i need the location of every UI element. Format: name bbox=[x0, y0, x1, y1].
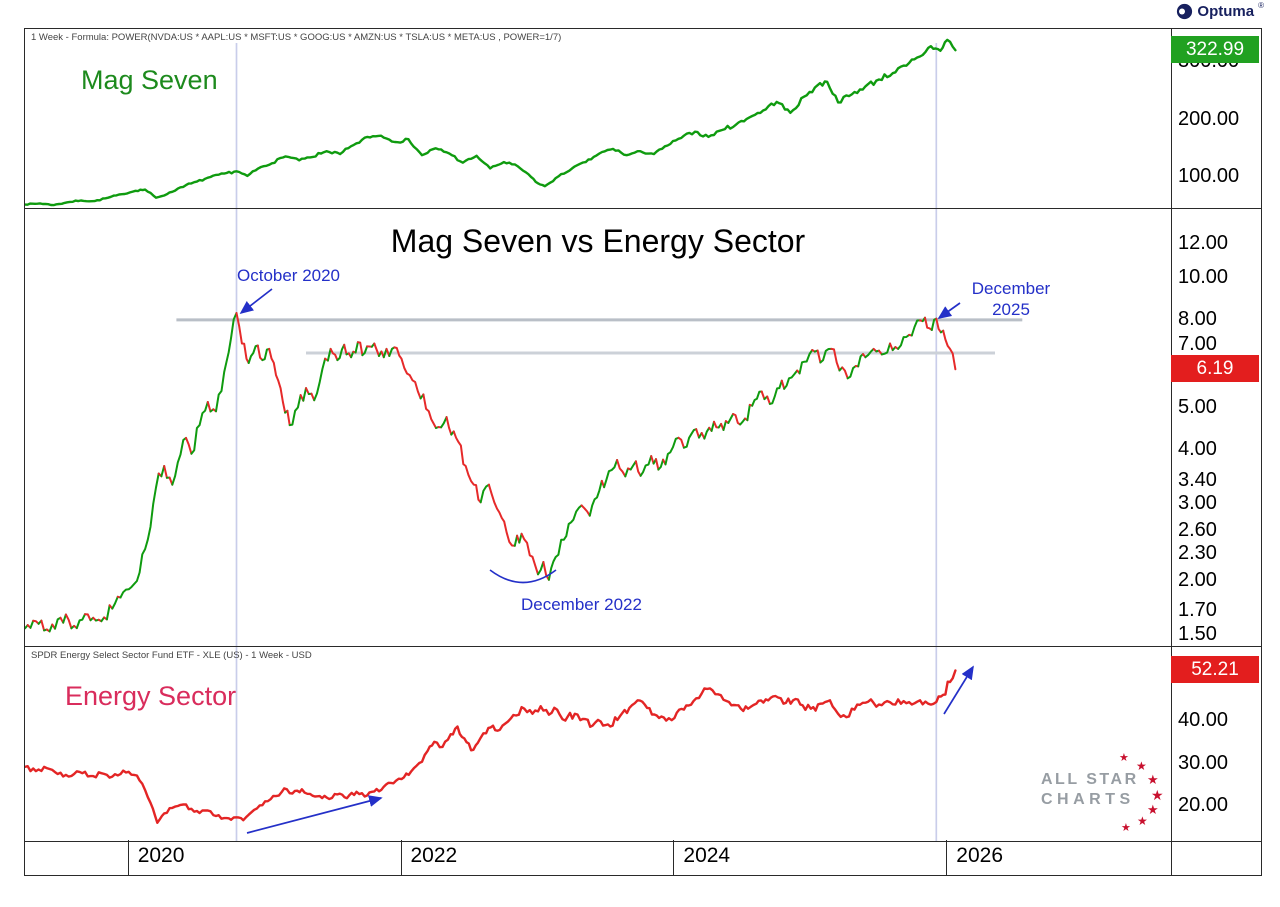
y-tick-label: 4.00 bbox=[1178, 438, 1217, 461]
all-star-charts-watermark: ALL STAR CHARTS ★ ★ ★ ★ ★ ★ ★ bbox=[1041, 753, 1181, 841]
mag7-formula-header: 1 Week - Formula: POWER(NVDA:US * AAPL:U… bbox=[31, 32, 562, 43]
y-tick-label: 2.60 bbox=[1178, 519, 1217, 542]
mag7-price-badge: 322.99 bbox=[1171, 35, 1259, 63]
energy-panel-label: Energy Sector bbox=[65, 681, 237, 711]
annotation-december-2022: December 2022 bbox=[521, 595, 642, 614]
y-tick-label: 3.00 bbox=[1178, 492, 1217, 515]
annotation-october-2020: October 2020 bbox=[237, 266, 341, 285]
x-axis-labels: 2020 2022 2024 2026 bbox=[24, 840, 1262, 876]
registered-mark-icon: ® bbox=[1258, 1, 1264, 10]
watermark-line1: ALL STAR bbox=[1041, 771, 1139, 788]
y-tick-label: 40.00 bbox=[1178, 709, 1229, 732]
y-tick-label: 1.70 bbox=[1178, 599, 1217, 622]
y-tick-label: 10.00 bbox=[1178, 266, 1229, 289]
star-icon: ★ bbox=[1136, 759, 1147, 773]
x-axis-tick bbox=[946, 840, 948, 876]
ratio-panel-title: Mag Seven vs Energy Sector bbox=[390, 223, 806, 259]
x-tick-label: 2024 bbox=[683, 844, 731, 867]
star-icon: ★ bbox=[1121, 822, 1131, 834]
panel-separator-2 bbox=[25, 646, 1261, 647]
optuma-logo-text: Optuma bbox=[1197, 3, 1255, 20]
watermark-line2: CHARTS bbox=[1041, 791, 1135, 808]
x-tick-label: 2026 bbox=[956, 844, 1004, 867]
x-axis-tick bbox=[127, 840, 129, 876]
x-tick-label: 2020 bbox=[137, 844, 185, 867]
y-tick-label: 7.00 bbox=[1178, 333, 1217, 356]
mag7-panel-label: Mag Seven bbox=[81, 65, 218, 95]
y-tick-label: 100.00 bbox=[1178, 165, 1240, 188]
panel-separator-1 bbox=[25, 208, 1261, 209]
chart-frame: 1 Week - Formula: POWER(NVDA:US * AAPL:U… bbox=[24, 28, 1262, 876]
y-tick-label: 12.00 bbox=[1178, 231, 1229, 254]
y-tick-label: 20.00 bbox=[1178, 794, 1229, 817]
y-tick-label: 2.00 bbox=[1178, 568, 1217, 591]
y-tick-label: 8.00 bbox=[1178, 308, 1217, 331]
y-tick-label: 30.00 bbox=[1178, 751, 1229, 774]
ratio-price-badge: 6.19 bbox=[1171, 354, 1259, 382]
y-tick-label: 200.00 bbox=[1178, 107, 1240, 130]
chart-plot-svg bbox=[25, 38, 1023, 841]
x-tick-label: 2022 bbox=[410, 844, 458, 867]
y-tick-label: 1.50 bbox=[1178, 622, 1217, 645]
optuma-logo-icon bbox=[1177, 3, 1193, 20]
star-icon: ★ bbox=[1137, 814, 1148, 828]
star-icon: ★ bbox=[1147, 772, 1159, 787]
panel-separator-3 bbox=[25, 841, 1261, 842]
y-tick-label: 3.40 bbox=[1178, 468, 1217, 491]
y-axis-divider bbox=[1171, 29, 1172, 875]
y-tick-label: 2.30 bbox=[1178, 542, 1217, 565]
xle-header: SPDR Energy Select Sector Fund ETF - XLE… bbox=[31, 650, 312, 661]
x-axis-tick bbox=[673, 840, 675, 876]
annotation-december-2025: December 2025 bbox=[971, 279, 1051, 320]
y-axis-labels: 322.99 6.19 52.21 300.00200.00100.0012.0… bbox=[1171, 28, 1275, 840]
xle-price-badge: 52.21 bbox=[1171, 656, 1259, 683]
star-icon: ★ bbox=[1147, 802, 1159, 817]
optuma-logo: Optuma ® bbox=[1176, 1, 1264, 20]
y-tick-label: 5.00 bbox=[1178, 396, 1217, 419]
star-icon: ★ bbox=[1151, 787, 1164, 803]
x-axis-tick bbox=[400, 840, 402, 876]
star-icon: ★ bbox=[1119, 752, 1129, 764]
